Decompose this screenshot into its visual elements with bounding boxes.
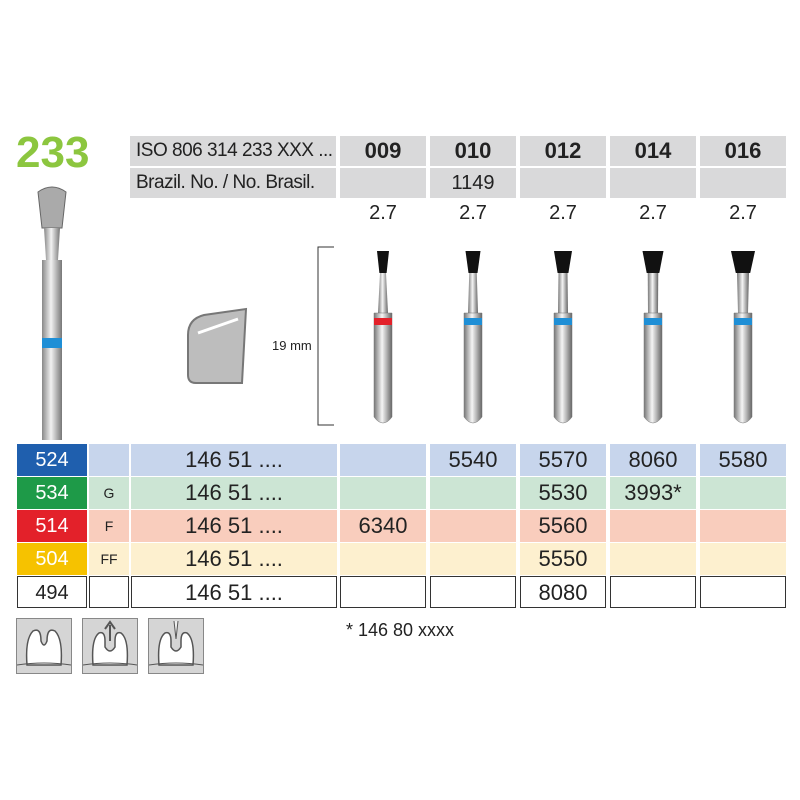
reference-number: 146 51 ....	[131, 576, 337, 608]
order-number	[700, 477, 786, 509]
order-number	[430, 510, 516, 542]
reference-number: 146 51 ....	[131, 444, 337, 476]
brazil-number: 1149	[430, 168, 516, 198]
order-number	[700, 576, 786, 608]
size-header: 016	[700, 136, 786, 166]
order-number	[610, 576, 696, 608]
order-number: 5570	[520, 444, 606, 476]
grit-label: G	[89, 477, 129, 509]
size-header: 009	[340, 136, 426, 166]
grit-label	[89, 576, 129, 608]
product-number: 233	[16, 128, 90, 177]
diameter-value: 2.7	[639, 202, 667, 224]
bur-image	[553, 251, 573, 424]
length-bracket	[317, 246, 334, 426]
bur-image	[373, 251, 393, 424]
grit-label	[89, 444, 129, 476]
cavity-prep-icon	[82, 618, 138, 674]
brazil-label: Brazil. No. / No. Brasil.	[130, 168, 336, 198]
order-number: 6340	[340, 510, 426, 542]
footnote: * 146 80 xxxx	[346, 620, 455, 640]
size-header: 012	[520, 136, 606, 166]
order-number: 5540	[430, 444, 516, 476]
order-number	[430, 543, 516, 575]
reference-number: 146 51 ....	[131, 543, 337, 575]
size-header: 014	[610, 136, 696, 166]
brazil-number	[520, 168, 606, 198]
order-number: 8060	[610, 444, 696, 476]
brazil-number	[340, 168, 426, 198]
order-number	[340, 576, 426, 608]
order-number	[610, 510, 696, 542]
bur-large-image	[37, 186, 67, 440]
order-number: 5530	[520, 477, 606, 509]
iso-label: ISO 806 314 233 XXX ...	[130, 136, 336, 166]
order-number: 5560	[520, 510, 606, 542]
order-number: 8080	[520, 576, 606, 608]
series-code: 524	[17, 444, 87, 476]
occlusal-icon	[16, 618, 72, 674]
order-number	[700, 510, 786, 542]
diameter-value: 2.7	[729, 202, 757, 224]
order-number	[430, 477, 516, 509]
diameter-value: 2.7	[369, 202, 397, 224]
grit-label: F	[89, 510, 129, 542]
fissure-icon	[148, 618, 204, 674]
order-number	[610, 543, 696, 575]
brazil-number	[610, 168, 696, 198]
order-number	[340, 444, 426, 476]
order-number	[430, 576, 516, 608]
order-number: 5550	[520, 543, 606, 575]
order-number: 5580	[700, 444, 786, 476]
series-code: 534	[17, 477, 87, 509]
bur-image	[642, 251, 664, 424]
diameter-value: 2.7	[549, 202, 577, 224]
order-number: 3993*	[610, 477, 696, 509]
order-number	[340, 543, 426, 575]
order-number	[340, 477, 426, 509]
bur-image	[463, 251, 483, 424]
series-code: 504	[17, 543, 87, 575]
series-code: 514	[17, 510, 87, 542]
reference-number: 146 51 ....	[131, 510, 337, 542]
tip-profile-icon	[187, 307, 248, 384]
brazil-number	[700, 168, 786, 198]
size-header: 010	[430, 136, 516, 166]
series-code: 494	[17, 576, 87, 608]
diameter-value: 2.7	[459, 202, 487, 224]
reference-number: 146 51 ....	[131, 477, 337, 509]
bur-image	[731, 251, 755, 424]
grit-label: FF	[89, 543, 129, 575]
length-label: 19 mm	[272, 338, 312, 353]
order-number	[700, 543, 786, 575]
